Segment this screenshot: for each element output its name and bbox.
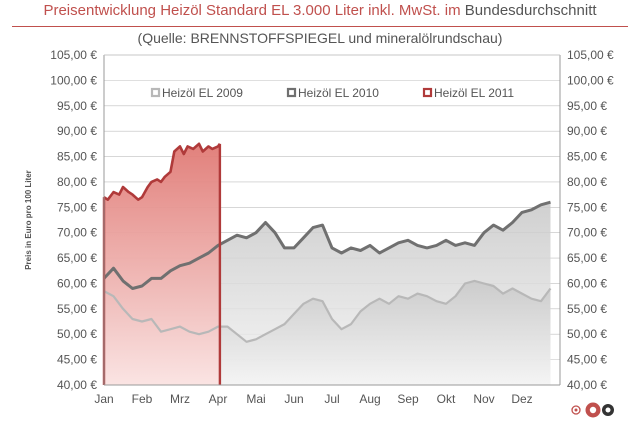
legend-layer: Heizöl EL 2009 Heizöl EL 2010 Heizöl EL 20…	[150, 86, 514, 100]
y-tick-label-right: 100,00 €	[567, 73, 614, 87]
x-tick-label: Jan	[94, 392, 113, 406]
y-tick-label-right: 95,00 €	[567, 99, 607, 113]
series-line-1	[102, 200, 551, 290]
y-tick-label-right: 80,00 €	[567, 175, 607, 189]
legend-item: Heizöl EL 2010	[286, 86, 379, 100]
legend-label: Heizöl EL 2009	[162, 86, 243, 100]
y-tick-label-left: 65,00 €	[57, 251, 97, 265]
y-tick-label-right: 85,00 €	[567, 150, 607, 164]
y-tick-label-left: 45,00 €	[57, 353, 97, 367]
y-tick-label-right: 40,00 €	[567, 378, 607, 392]
legend-marker	[422, 87, 433, 98]
title-divider	[12, 26, 628, 27]
chart-title-main: Preisentwicklung Heizöl Standard EL 3.00…	[43, 2, 461, 19]
x-tick-label: Nov	[473, 392, 494, 406]
x-tick-label: Sep	[397, 392, 419, 406]
y-tick-label-right: 65,00 €	[567, 251, 607, 265]
y-tick-label-right: 75,00 €	[567, 200, 607, 214]
y-tick-label-right: 70,00 €	[567, 226, 607, 240]
legend-item: Heizöl EL 2011	[422, 86, 514, 100]
x-tick-label: Mrz	[170, 392, 190, 406]
label-layer: 40,00 € 40,00 € 45,00 € 45,00 € 50,00 € 50,00…	[24, 48, 614, 406]
x-tick-label: Dez	[511, 392, 532, 406]
y-tick-label-right: 60,00 €	[567, 276, 607, 290]
y-tick-label-right: 50,00 €	[567, 327, 607, 341]
y-tick-label-right: 105,00 €	[567, 48, 614, 62]
y-tick-label-right: 55,00 €	[567, 302, 607, 316]
x-tick-label: Okt	[437, 392, 456, 406]
y-tick-label-left: 60,00 €	[57, 276, 97, 290]
legend-marker	[286, 87, 297, 98]
series-line-2	[103, 142, 221, 201]
y-axis-title: Preis in Euro pro 100 Liter	[24, 170, 33, 270]
x-tick-label: Jul	[324, 392, 339, 406]
x-tick-label: Aug	[359, 392, 380, 406]
x-tick-label: Mai	[246, 392, 265, 406]
y-tick-label-left: 40,00 €	[57, 378, 97, 392]
y-tick-label-left: 80,00 €	[57, 175, 97, 189]
y-tick-label-left: 50,00 €	[57, 327, 97, 341]
y-tick-label-left: 100,00 €	[50, 73, 97, 87]
x-tick-label: Feb	[132, 392, 153, 406]
y-tick-label-left: 85,00 €	[57, 150, 97, 164]
x-tick-label: Jun	[284, 392, 303, 406]
y-tick-label-left: 70,00 €	[57, 226, 97, 240]
x-tick-label: Apr	[209, 392, 228, 406]
y-tick-label-right: 45,00 €	[567, 353, 607, 367]
series-area-2	[104, 143, 220, 385]
y-tick-label-left: 55,00 €	[57, 302, 97, 316]
chart-title-tail: Bundesdurchschnitt	[464, 2, 597, 19]
legend-label: Heizöl EL 2011	[434, 86, 514, 100]
copyright-logo	[571, 402, 614, 418]
chart-subtitle: (Quelle: BRENNSTOFFSPIEGEL und mineralöl…	[137, 30, 503, 46]
y-tick-label-left: 90,00 €	[57, 124, 97, 138]
area-layer	[104, 143, 551, 385]
y-tick-label-left: 95,00 €	[57, 99, 97, 113]
series-line-0	[103, 279, 552, 343]
chart-title: Preisentwicklung Heizöl Standard EL 3.00…	[0, 2, 640, 19]
legend-marker	[150, 87, 161, 98]
y-tick-label-right: 90,00 €	[567, 124, 607, 138]
y-tick-label-left: 75,00 €	[57, 200, 97, 214]
y-tick-label-left: 105,00 €	[50, 48, 97, 62]
legend-item: Heizöl EL 2009	[150, 86, 243, 100]
legend-label: Heizöl EL 2010	[298, 86, 379, 100]
axis-layer	[103, 54, 561, 386]
